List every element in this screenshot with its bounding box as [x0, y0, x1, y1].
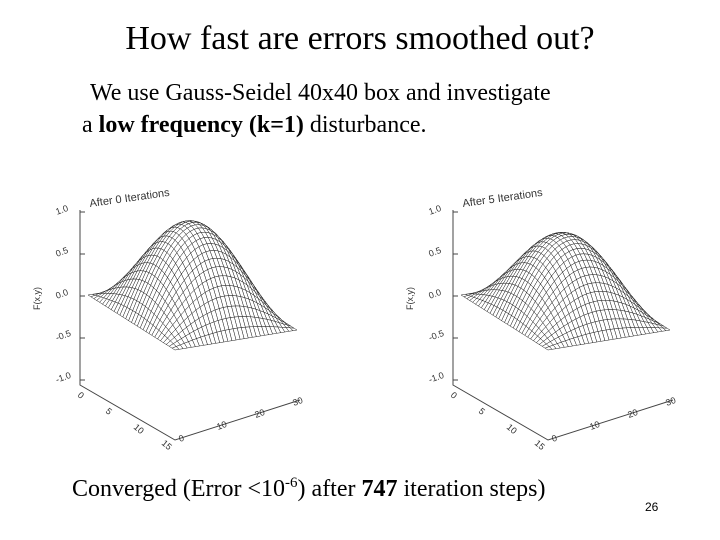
axis: [79, 210, 301, 441]
plot-label: After 5 Iterations: [462, 187, 544, 210]
z-tick-label: -1.0: [427, 370, 445, 385]
plot-label: After 0 Iterations: [89, 187, 171, 210]
x-tick-label: 5: [104, 406, 114, 417]
text: a: [82, 112, 93, 138]
body-line: We use Gauss-Seidel 40x40 box and invest…: [90, 80, 551, 106]
y-tick-label: 0: [177, 433, 185, 444]
z-axis-label: F(x,y): [32, 287, 42, 310]
axis: [452, 210, 674, 441]
text: ) after: [297, 476, 356, 502]
x-tick-label: 0: [76, 390, 86, 401]
z-tick-label: -1.0: [54, 370, 72, 385]
y-tick-label: 20: [253, 407, 266, 420]
y-tick-label: 30: [664, 395, 677, 408]
y-tick-label: 10: [215, 419, 228, 432]
x-tick-label: 15: [533, 438, 547, 452]
x-tick-label: 15: [160, 438, 174, 452]
x-tick-label: 10: [132, 422, 146, 436]
title: How fast are errors smoothed out?: [125, 20, 595, 57]
z-tick-label: 0.5: [427, 245, 442, 259]
x-tick-label: 5: [477, 406, 487, 417]
body-line: a low frequency (k=1) disturbance.: [82, 112, 427, 139]
mesh-cell: [544, 346, 553, 351]
page-number: 26: [645, 500, 659, 514]
y-tick-label: 20: [626, 407, 639, 420]
y-tick-label: 10: [588, 419, 601, 432]
z-tick-label: 0.5: [54, 245, 69, 259]
superscript: -6: [285, 475, 298, 491]
z-tick-label: 1.0: [54, 203, 69, 217]
text: Converged (Error <10: [72, 476, 286, 502]
z-tick-label: 1.0: [427, 203, 442, 217]
z-tick-label: 0.0: [54, 287, 69, 301]
x-tick-label: 10: [505, 422, 519, 436]
z-axis-label: F(x,y): [405, 287, 415, 310]
text: disturbance.: [309, 112, 427, 138]
x-tick-label: 0: [449, 390, 459, 401]
z-tick-label: -0.5: [54, 328, 72, 343]
z-tick-label: 0.0: [427, 287, 442, 301]
mesh-cell: [171, 346, 180, 351]
y-tick-label: 0: [550, 433, 558, 444]
bold-text: low frequency (k=1): [98, 112, 304, 138]
text: iteration steps): [403, 476, 546, 502]
bold-text: 747: [361, 476, 398, 502]
z-tick-label: -0.5: [427, 328, 445, 343]
footer: Converged (Error <10-6) after 747 iterat…: [72, 475, 545, 503]
y-tick-label: 30: [291, 395, 304, 408]
